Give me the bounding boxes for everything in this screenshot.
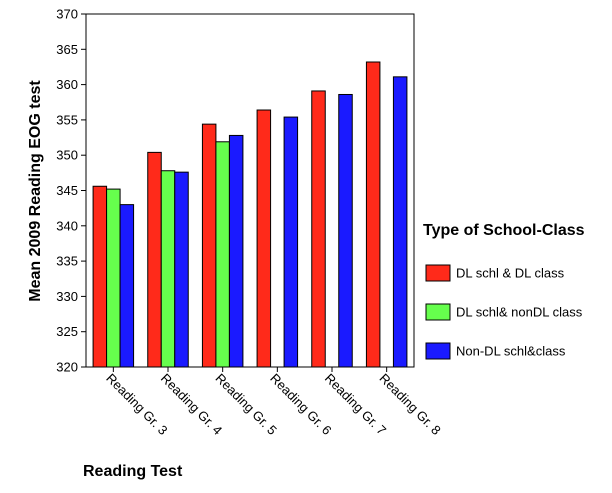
legend: Type of School-Class DL schl & DL class D… <box>423 222 585 360</box>
bar-2-3 <box>215 141 230 368</box>
y-tick-label: 320 <box>56 360 78 375</box>
legend-label-3: Non-DL schl&class <box>456 344 566 359</box>
bar-1-1 <box>92 185 108 368</box>
y-tick-label: 330 <box>56 289 78 304</box>
bar-3-5 <box>338 93 353 368</box>
y-tick-label: 365 <box>56 42 78 57</box>
bar-2-2 <box>160 170 176 368</box>
y-axis: 320 325 330 335 340 345 350 355 360 365 370 <box>56 7 86 375</box>
bar-1-6 <box>365 61 381 368</box>
bar-1-4 <box>256 109 272 368</box>
legend-swatch-1 <box>425 264 451 282</box>
y-tick-label: 325 <box>56 324 78 339</box>
y-tick-label: 360 <box>56 77 78 92</box>
y-axis-title: Mean 2009 Reading EOG test <box>27 80 44 302</box>
plot-frame <box>85 13 415 368</box>
y-tick-label: 370 <box>56 7 78 22</box>
y-tick-label: 345 <box>56 183 78 198</box>
legend-label-1: DL schl & DL class <box>456 266 565 281</box>
y-tick-label: 335 <box>56 254 78 269</box>
bar-3-4 <box>283 116 299 368</box>
legend-title: Type of School-Class <box>423 222 585 239</box>
x-axis-title: Reading Test <box>83 463 183 480</box>
y-tick-label: 350 <box>56 148 78 163</box>
bar-1-3 <box>201 123 217 368</box>
bar-3-6 <box>392 76 408 368</box>
y-tick-label: 340 <box>56 218 78 233</box>
bar-3-3 <box>228 134 244 368</box>
bars <box>92 61 408 368</box>
bar-3-2 <box>174 171 189 368</box>
bar-3-1 <box>119 204 135 368</box>
y-tick-label: 355 <box>56 112 78 127</box>
legend-swatch-2 <box>425 303 451 321</box>
bar-2-1 <box>106 188 121 368</box>
bar-1-2 <box>147 151 162 368</box>
plot-area <box>85 13 415 368</box>
legend-label-2: DL schl& nonDL class <box>456 305 583 320</box>
bar-1-5 <box>311 90 326 368</box>
legend-swatch-3 <box>425 342 451 360</box>
